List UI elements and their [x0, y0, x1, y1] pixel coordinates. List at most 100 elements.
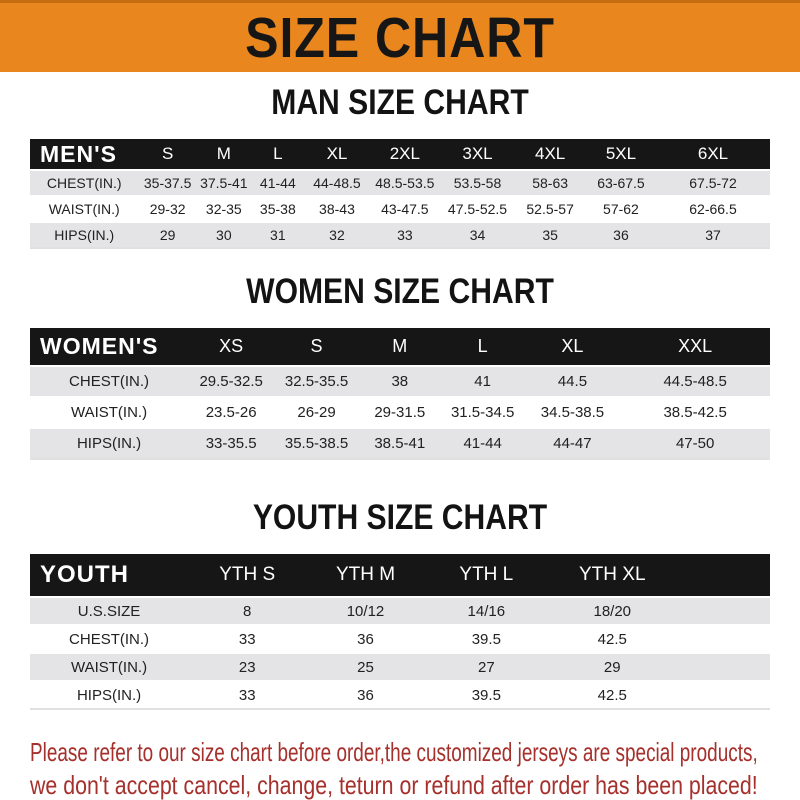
- size-column-header: YTH L: [424, 554, 549, 597]
- size-value-cell: 14/16: [467, 602, 506, 620]
- row-label: HIPS(IN.): [76, 686, 142, 704]
- size-value-cell: 67.5-72: [689, 175, 737, 191]
- size-value-cell: 36: [613, 227, 629, 243]
- size-value-cell: 29.5-32.5: [199, 373, 263, 390]
- size-column-header: L: [250, 139, 305, 170]
- size-value-cell: 35-37.5: [143, 175, 192, 191]
- size-column-header: 5XL: [585, 139, 656, 170]
- size-value-cell: 37: [705, 227, 721, 243]
- size-value-cell: [677, 681, 770, 709]
- size-column-header: S: [274, 328, 359, 366]
- size-value-cell: 25: [357, 658, 374, 676]
- row-label: CHEST(IN.): [46, 175, 122, 191]
- section-title: WOMEN SIZE CHART: [246, 272, 554, 311]
- table-header-row: YOUTH YTH S YTH M YTH L YTH XL: [30, 554, 770, 597]
- size-value-cell: 23: [238, 658, 256, 676]
- table-row: U.S.SIZE 8 10/12 14/16 18/20: [30, 597, 770, 625]
- size-value-cell: 32-35: [205, 201, 242, 217]
- size-value-cell: 38.5-41: [374, 435, 426, 452]
- size-value-cell: 39.5: [471, 686, 501, 704]
- size-value-cell: 29-32: [149, 201, 186, 217]
- size-column-header: S: [138, 139, 197, 170]
- row-label: HIPS(IN.): [54, 227, 115, 243]
- table-row: CHEST(IN.) 35-37.5 37.5-41 41-44 44-48.5 48.5…: [30, 170, 770, 196]
- size-column-header: YTH XL: [548, 554, 677, 597]
- size-column-header: M: [358, 328, 441, 366]
- size-value-cell: 41-44: [463, 435, 502, 452]
- size-value-cell: 47-50: [675, 435, 715, 452]
- size-value-cell: 43-47.5: [381, 201, 429, 217]
- size-column-header: XS: [188, 328, 275, 366]
- size-value-cell: 36: [357, 630, 374, 648]
- row-label: CHEST(IN.): [69, 630, 150, 648]
- section-title: MAN SIZE CHART: [271, 83, 529, 122]
- size-value-cell: [677, 653, 770, 681]
- size-value-cell: 26-29: [297, 404, 336, 421]
- size-value-cell: 35: [542, 227, 558, 243]
- size-value-cell: 30: [216, 227, 232, 243]
- size-value-cell: 38: [391, 373, 409, 390]
- size-value-cell: 29-31.5: [374, 404, 426, 421]
- size-table: MEN'S S M L XL 2XL 3XL 4XL 5XL 6XL CHEST(IN.) 35-37…: [30, 139, 770, 249]
- size-column-header: XL: [524, 328, 621, 366]
- size-value-cell: 44-48.5: [313, 175, 361, 191]
- size-value-cell: 33: [238, 686, 256, 704]
- size-value-cell: 36: [357, 686, 374, 704]
- size-value-cell: 37.5-41: [200, 175, 248, 191]
- table-row: HIPS(IN.) 33-35.5 35.5-38.5 38.5-41 41-44 44-…: [30, 428, 770, 459]
- size-value-cell: 57-62: [603, 201, 639, 217]
- size-chart-section: MAN SIZE CHART MEN'S S M L XL 2XL 3XL 4XL 5XL 6XL C…: [0, 85, 800, 249]
- size-column-header: [676, 554, 770, 597]
- banner-title: SIZE CHART: [245, 6, 555, 70]
- size-column-header: 4XL: [514, 139, 586, 170]
- row-label: U.S.SIZE: [77, 602, 141, 620]
- size-value-cell: 47.5-52.5: [447, 201, 508, 217]
- size-value-cell: 35.5-38.5: [284, 435, 349, 452]
- footer-line-1: Please refer to our size chart before or…: [30, 737, 758, 767]
- size-value-cell: 52.5-57: [526, 201, 574, 217]
- table-row: CHEST(IN.) 29.5-32.5 32.5-35.5 38 41 44.5 44.5…: [30, 366, 770, 397]
- size-value-cell: 33-35.5: [205, 435, 257, 452]
- size-value-cell: 38-43: [319, 201, 355, 217]
- size-column-header: M: [196, 139, 251, 170]
- size-chart-section: YOUTH SIZE CHART YOUTH YTH S YTH M YTH L YTH …: [0, 500, 800, 710]
- size-column-header: XXL: [620, 328, 770, 366]
- row-label: WAIST(IN.): [70, 404, 148, 421]
- size-value-cell: [677, 597, 770, 625]
- size-value-cell: [677, 625, 770, 653]
- size-column-header: 2XL: [369, 139, 441, 170]
- size-value-cell: 8: [243, 602, 252, 620]
- size-table: WOMEN'S XS S M L XL XXL CHEST(IN.) 29.5-32.5 32.5…: [30, 328, 770, 460]
- table-group-label: MEN'S: [30, 139, 139, 170]
- size-value-cell: 44.5: [557, 373, 588, 390]
- size-value-cell: 42.5: [597, 686, 627, 704]
- size-value-cell: 33: [397, 227, 413, 243]
- table-header-row: WOMEN'S XS S M L XL XXL: [30, 328, 770, 366]
- size-column-header: XL: [304, 139, 370, 170]
- size-chart-section: WOMEN SIZE CHART WOMEN'S XS S M L XL XXL CHEST(I…: [0, 274, 800, 460]
- size-value-cell: 29: [159, 227, 176, 243]
- table-row: CHEST(IN.) 33 36 39.5 42.5: [30, 625, 770, 653]
- table-group-label: WOMEN'S: [30, 328, 189, 366]
- size-value-cell: 34: [469, 227, 486, 243]
- size-value-cell: 39.5: [471, 630, 501, 648]
- size-chart-banner: SIZE CHART: [0, 0, 800, 72]
- size-value-cell: 63-67.5: [597, 175, 645, 191]
- size-value-cell: 58-63: [532, 175, 569, 191]
- table-header-row: MEN'S S M L XL 2XL 3XL 4XL 5XL 6XL: [30, 139, 770, 170]
- size-value-cell: 23.5-26: [205, 404, 257, 421]
- row-label: CHEST(IN.): [69, 373, 150, 390]
- size-value-cell: 32.5-35.5: [284, 373, 349, 390]
- size-value-cell: 53.5-58: [453, 175, 502, 191]
- size-column-header: YTH S: [188, 554, 307, 597]
- table-row: HIPS(IN.) 33 36 39.5 42.5: [30, 681, 770, 709]
- size-value-cell: 32: [329, 227, 345, 243]
- size-value-cell: 44-47: [553, 435, 592, 452]
- size-value-cell: 41-44: [259, 175, 296, 191]
- row-label: WAIST(IN.): [48, 201, 120, 217]
- size-value-cell: 48.5-53.5: [375, 175, 435, 191]
- size-value-cell: 34.5-38.5: [540, 404, 605, 421]
- table-group-label: YOUTH: [30, 554, 189, 597]
- footer-note: Please refer to our size chart before or…: [30, 736, 770, 800]
